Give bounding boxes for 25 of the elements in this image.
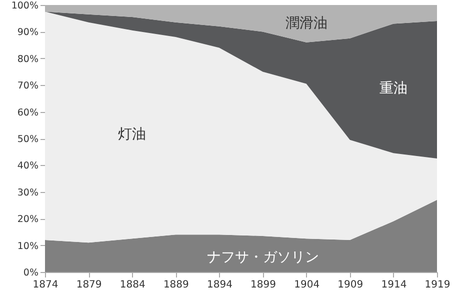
x-tick-label: 1889: [163, 280, 189, 290]
x-tick-label: 1919: [424, 280, 450, 290]
x-tick-label: 1884: [120, 280, 146, 290]
x-tick-label: 1874: [32, 280, 58, 290]
series-label: ナフサ・ガソリン: [206, 250, 319, 266]
series-label: 重油: [379, 80, 408, 96]
y-tick-label: 70%: [17, 80, 38, 92]
y-tick-label: 50%: [17, 134, 38, 145]
y-tick-label: 40%: [17, 160, 38, 172]
x-tick-label: 1909: [338, 280, 364, 290]
series-label: 潤滑油: [285, 16, 328, 32]
y-tick-label: 60%: [17, 107, 38, 118]
x-tick-label: 1904: [294, 280, 320, 290]
y-tick-label: 30%: [17, 187, 38, 198]
y-tick-label: 20%: [17, 214, 38, 226]
y-tick-label: 80%: [17, 54, 38, 65]
x-tick-label: 1879: [76, 280, 102, 290]
series-label: 灯油: [118, 126, 146, 142]
x-tick-label: 1914: [381, 280, 407, 290]
x-tick-label: 1899: [250, 280, 276, 290]
y-tick-label: 90%: [17, 27, 38, 38]
y-tick-label: 10%: [17, 240, 38, 252]
y-tick-label: 0%: [23, 268, 38, 278]
y-tick-label: 100%: [11, 0, 38, 12]
x-tick-label: 1894: [206, 280, 232, 290]
